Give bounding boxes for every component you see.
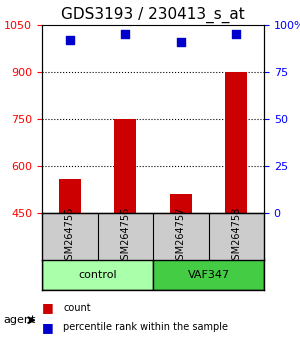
Bar [59,179,81,213]
Text: GSM264757: GSM264757 [176,207,186,267]
Text: control: control [78,270,117,280]
Bar [170,194,192,213]
Text: ■: ■ [42,302,54,314]
Bar [42,260,153,290]
Text: GSM264758: GSM264758 [231,207,241,266]
Point [123,32,128,37]
Bar [114,119,136,213]
Point [234,32,239,37]
Text: VAF347: VAF347 [188,270,230,280]
Bar [153,260,264,290]
Point [67,37,72,43]
Bar [225,72,247,213]
Text: GSM264755: GSM264755 [65,207,75,267]
Text: count: count [63,303,91,313]
Text: GSM264756: GSM264756 [120,207,130,266]
Text: ■: ■ [42,321,54,334]
Point [178,39,183,45]
Title: GDS3193 / 230413_s_at: GDS3193 / 230413_s_at [61,7,245,23]
Text: percentile rank within the sample: percentile rank within the sample [63,322,228,332]
Text: agent: agent [3,315,35,325]
